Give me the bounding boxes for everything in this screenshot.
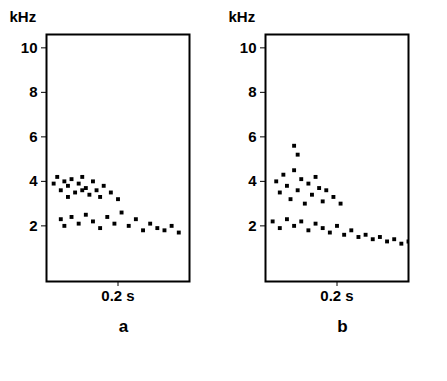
svg-text:6: 6 bbox=[248, 128, 256, 145]
svg-text:8: 8 bbox=[29, 83, 37, 100]
svg-text:4: 4 bbox=[29, 172, 38, 189]
svg-text:2: 2 bbox=[248, 217, 256, 234]
svg-text:0.2 s: 0.2 s bbox=[101, 287, 134, 304]
svg-text:kHz: kHz bbox=[229, 8, 256, 25]
svg-text:6: 6 bbox=[29, 128, 37, 145]
svg-text:8: 8 bbox=[248, 83, 256, 100]
html-text:b: b bbox=[337, 317, 348, 336]
html-text:a: a bbox=[118, 317, 129, 336]
svg-text:10: 10 bbox=[240, 39, 257, 56]
svg-text:4: 4 bbox=[248, 172, 257, 189]
svg-text:kHz: kHz bbox=[10, 8, 37, 25]
svg-text:2: 2 bbox=[29, 217, 37, 234]
svg-text:0.2 s: 0.2 s bbox=[320, 287, 353, 304]
svg-text:10: 10 bbox=[21, 39, 38, 56]
